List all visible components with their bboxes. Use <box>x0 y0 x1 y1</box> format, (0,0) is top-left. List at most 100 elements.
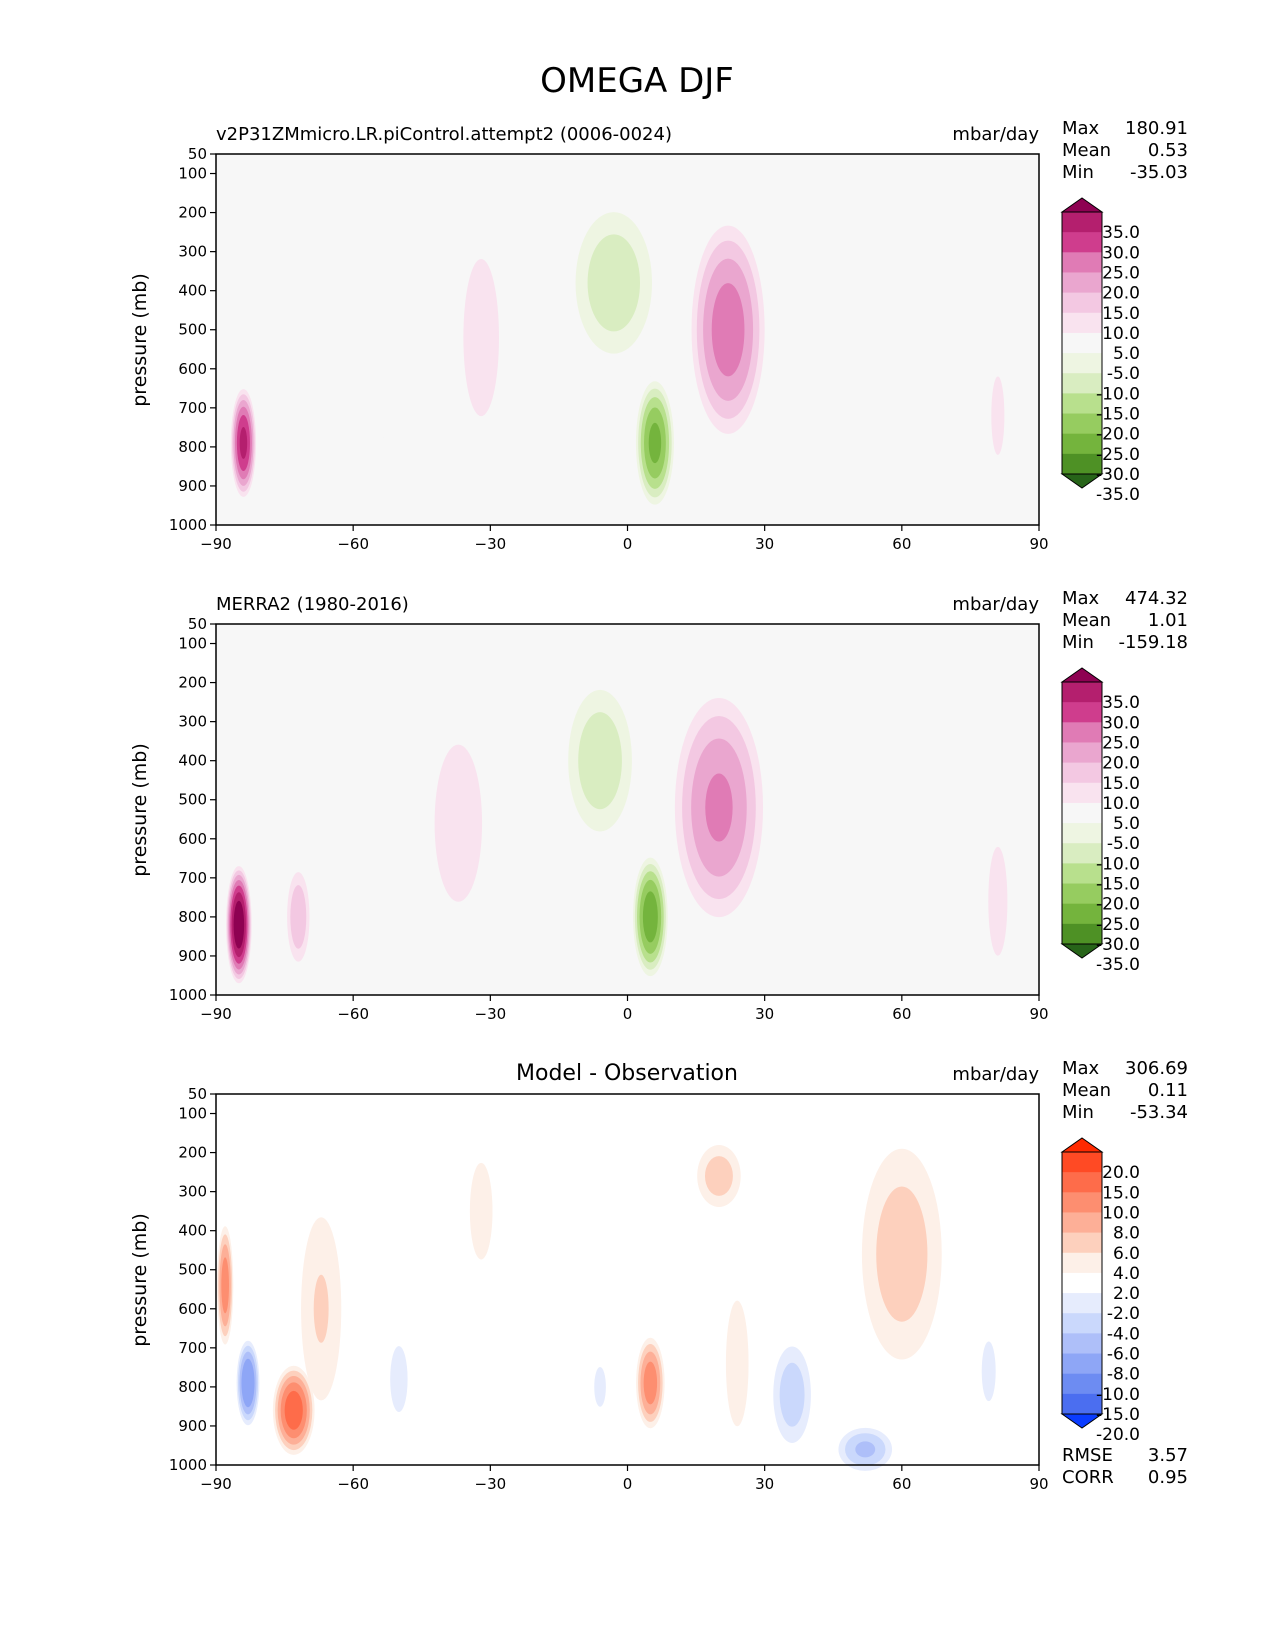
colorbar-tick-label: 25.0 <box>1102 263 1140 283</box>
colorbar-segment <box>1062 742 1102 764</box>
colorbar-segment <box>1062 312 1102 334</box>
colorbar-tick-label: 15.0 <box>1102 774 1140 794</box>
colorbar-segment <box>1062 903 1102 925</box>
colorbar-tick-label: 10.0 <box>1102 794 1140 814</box>
contour-level <box>233 900 245 949</box>
stat-min-label: Min <box>1062 162 1094 183</box>
stat-min-label: Min <box>1062 1102 1094 1123</box>
contour-feature <box>329 767 377 910</box>
contour-level <box>390 1346 408 1413</box>
colorbar-segment <box>1062 702 1102 723</box>
contour-feature <box>560 673 640 849</box>
contour-level <box>313 1274 329 1343</box>
colorbar-segment <box>1062 883 1102 905</box>
colorbar-tick-label: -15.0 <box>1096 875 1140 895</box>
panel-title-left: MERRA2 (1980-2016) <box>216 594 409 615</box>
contour-level <box>876 1186 928 1322</box>
colorbar-segment <box>1062 802 1102 824</box>
colorbar-tick-label: 25.0 <box>1102 733 1140 753</box>
contour-feature <box>301 1217 342 1401</box>
stat-mean-value: 0.11 <box>1148 1080 1188 1101</box>
contour-feature <box>768 1334 816 1455</box>
y-tick-label: 600 <box>178 360 207 378</box>
contour-level <box>643 1361 658 1405</box>
y-tick-label: 300 <box>178 243 207 261</box>
y-tick-label: 700 <box>178 869 207 887</box>
colorbar-tick-label: 30.0 <box>1102 713 1140 733</box>
y-tick-label: 400 <box>178 1222 207 1240</box>
colorbar-tick-label: 20.0 <box>1102 284 1140 304</box>
colorbar-tick-label: 30.0 <box>1102 243 1140 263</box>
stat-corr-label: CORR <box>1062 1467 1114 1488</box>
colorbar-segment <box>1062 1313 1102 1334</box>
colorbar-segment <box>1062 722 1102 743</box>
colorbar-tick-label: -25.0 <box>1096 445 1140 465</box>
colorbar-segment <box>1062 353 1102 374</box>
colorbar: 20.015.010.08.06.04.02.0-2.0-4.0-6.0-8.0… <box>1060 1137 1140 1445</box>
y-tick-label: 300 <box>178 1183 207 1201</box>
panel-obs: MERRA2 (1980-2016) mbar/day Max 474.32 M… <box>129 588 1188 1023</box>
contour-level <box>587 234 641 332</box>
x-tick-label: 90 <box>1029 1475 1048 1493</box>
contour-feature <box>674 697 764 918</box>
y-tick-label: 700 <box>178 399 207 417</box>
x-tick-label: −30 <box>475 1005 507 1023</box>
stat-max-value: 306.69 <box>1125 1058 1188 1079</box>
x-tick-label: −90 <box>200 1005 232 1023</box>
x-tick-label: 30 <box>755 535 774 553</box>
contour-feature <box>566 195 662 371</box>
colorbar-segment <box>1062 863 1102 885</box>
colorbar-tick-label: 15.0 <box>1102 304 1140 324</box>
colorbar-segment <box>1062 1393 1102 1415</box>
x-tick-label: −90 <box>200 1475 232 1493</box>
contour-level <box>855 1441 876 1458</box>
colorbar-segment <box>1062 1172 1102 1193</box>
y-tick-label: 800 <box>178 438 207 456</box>
contour-feature <box>691 225 765 434</box>
colorbar-tick-label: -6.0 <box>1107 1345 1140 1365</box>
y-tick-label: 900 <box>178 1417 207 1435</box>
contour-feature <box>469 1162 493 1260</box>
x-tick-label: 90 <box>1029 1005 1048 1023</box>
contour-feature <box>725 1300 749 1427</box>
x-tick-label: 60 <box>892 1005 911 1023</box>
colorbar-tick-label: -10.0 <box>1096 1385 1140 1405</box>
contour-feature <box>861 1148 942 1360</box>
contour-level <box>329 767 377 910</box>
stat-min-value: -53.34 <box>1130 1102 1188 1123</box>
contour-level <box>991 376 1005 455</box>
colorbar-tick-label: 6.0 <box>1113 1244 1140 1264</box>
colorbar-tick-label: 10.0 <box>1102 324 1140 344</box>
stat-mean-value: 0.53 <box>1148 140 1188 161</box>
contour-level <box>779 1362 805 1427</box>
colorbar-segment <box>1062 923 1102 945</box>
stat-min-label: Min <box>1062 632 1094 653</box>
contour-feature <box>631 851 670 982</box>
contour-feature <box>226 866 252 984</box>
contour-feature <box>272 1365 315 1455</box>
colorbar-tick-label: -20.0 <box>1096 1425 1140 1445</box>
contour-feature <box>590 1355 610 1418</box>
stat-max-label: Max <box>1062 588 1100 609</box>
colorbar-segment <box>1062 762 1102 784</box>
colorbar-tick-label: -4.0 <box>1107 1324 1140 1344</box>
stat-min-value: -35.03 <box>1130 162 1188 183</box>
contour-feature <box>230 389 257 497</box>
contour-level <box>241 1358 255 1408</box>
contour-feature <box>991 376 1005 455</box>
contour-level <box>284 1390 303 1430</box>
colorbar-tick-label: -25.0 <box>1096 915 1140 935</box>
colorbar-segment <box>1062 413 1102 435</box>
contour-level <box>594 1367 606 1407</box>
colorbar-frame <box>1061 681 1103 945</box>
colorbar: 35.030.025.020.015.010.05.0-5.0-10.0-15.… <box>1060 667 1140 975</box>
y-tick-label: 500 <box>178 1261 207 1279</box>
y-tick-label: 600 <box>178 1300 207 1318</box>
contour-feature <box>879 790 906 927</box>
y-tick-label: 400 <box>178 752 207 770</box>
contour-level <box>434 744 483 902</box>
colorbar-tick-label: 35.0 <box>1102 693 1140 713</box>
colorbar-segment <box>1062 1152 1102 1173</box>
